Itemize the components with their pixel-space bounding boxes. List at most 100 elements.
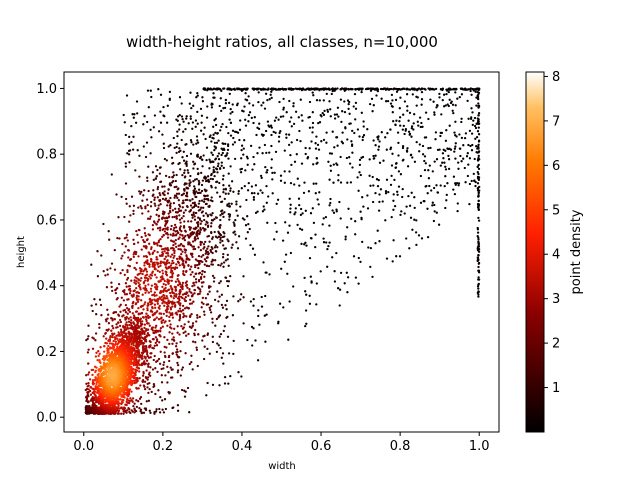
data-point <box>469 117 473 121</box>
data-point <box>146 120 149 124</box>
data-point <box>155 276 158 279</box>
data-point <box>156 263 159 266</box>
data-point <box>91 309 94 313</box>
data-point <box>153 249 156 253</box>
data-point <box>471 111 474 114</box>
data-point <box>214 167 218 170</box>
data-point <box>153 114 157 117</box>
data-point <box>337 173 340 177</box>
data-point <box>184 234 187 238</box>
data-point <box>341 110 344 113</box>
data-point <box>227 382 230 385</box>
data-point <box>439 134 442 138</box>
data-point <box>183 220 186 223</box>
data-point <box>174 207 177 210</box>
data-point <box>245 198 248 202</box>
data-point <box>326 110 330 113</box>
data-point <box>220 262 223 265</box>
data-point <box>139 192 142 195</box>
data-point <box>426 192 429 195</box>
data-point <box>194 278 198 281</box>
data-point <box>206 105 209 108</box>
data-point <box>360 156 363 159</box>
data-point <box>122 299 126 302</box>
data-point <box>136 149 139 152</box>
data-point <box>176 115 180 118</box>
data-point <box>345 156 349 160</box>
data-point <box>154 367 157 370</box>
data-point <box>195 230 199 234</box>
data-point <box>290 125 293 128</box>
data-point <box>217 316 220 319</box>
data-point <box>202 133 205 136</box>
data-point <box>128 149 132 152</box>
data-point <box>142 361 145 364</box>
data-point <box>250 116 253 120</box>
data-point <box>372 157 375 160</box>
data-point <box>434 87 438 91</box>
data-point <box>162 105 165 109</box>
data-point <box>159 264 162 267</box>
data-point <box>145 268 148 271</box>
data-point <box>451 103 455 106</box>
data-point <box>183 183 186 186</box>
data-point <box>207 199 210 202</box>
data-point <box>163 193 166 197</box>
data-point <box>90 304 93 307</box>
scatter-points <box>84 87 481 416</box>
data-point <box>219 238 222 241</box>
data-point <box>242 147 245 150</box>
data-point <box>246 163 249 166</box>
data-point <box>135 251 138 254</box>
data-point <box>448 98 451 101</box>
data-point <box>133 334 136 337</box>
data-point <box>303 243 306 246</box>
data-point <box>179 242 183 246</box>
data-point <box>206 253 210 256</box>
data-point <box>322 113 326 117</box>
data-point <box>213 298 217 302</box>
data-point <box>144 207 147 210</box>
data-point <box>160 316 163 319</box>
data-point <box>222 362 225 365</box>
data-point <box>188 287 191 291</box>
data-point <box>246 215 249 218</box>
data-point <box>196 122 199 125</box>
data-point <box>344 127 347 130</box>
data-point <box>200 281 204 284</box>
data-point <box>117 331 120 334</box>
data-point <box>204 249 208 252</box>
data-point <box>219 129 222 132</box>
data-point <box>182 211 186 214</box>
data-point <box>281 239 285 242</box>
data-point <box>476 226 479 230</box>
data-point <box>412 122 415 125</box>
data-point <box>162 294 165 297</box>
data-point <box>118 324 122 328</box>
data-point <box>169 271 173 274</box>
data-point <box>158 341 161 344</box>
data-point <box>120 296 123 299</box>
data-point <box>152 178 155 182</box>
data-point <box>326 265 329 268</box>
data-point <box>239 119 242 122</box>
data-point <box>250 325 254 329</box>
data-point <box>88 389 92 393</box>
data-point <box>121 268 124 272</box>
data-point <box>113 405 116 408</box>
data-point <box>109 336 112 339</box>
data-point <box>236 88 239 91</box>
data-point <box>173 254 176 258</box>
data-point <box>152 293 156 296</box>
data-point <box>164 272 168 276</box>
data-point <box>150 390 153 394</box>
data-point <box>200 158 204 161</box>
data-point <box>329 164 332 167</box>
data-point <box>238 257 242 261</box>
data-point <box>395 90 399 93</box>
data-point <box>379 87 383 91</box>
data-point <box>145 141 149 144</box>
data-point <box>218 281 221 285</box>
data-point <box>477 278 480 281</box>
data-point <box>462 157 465 160</box>
